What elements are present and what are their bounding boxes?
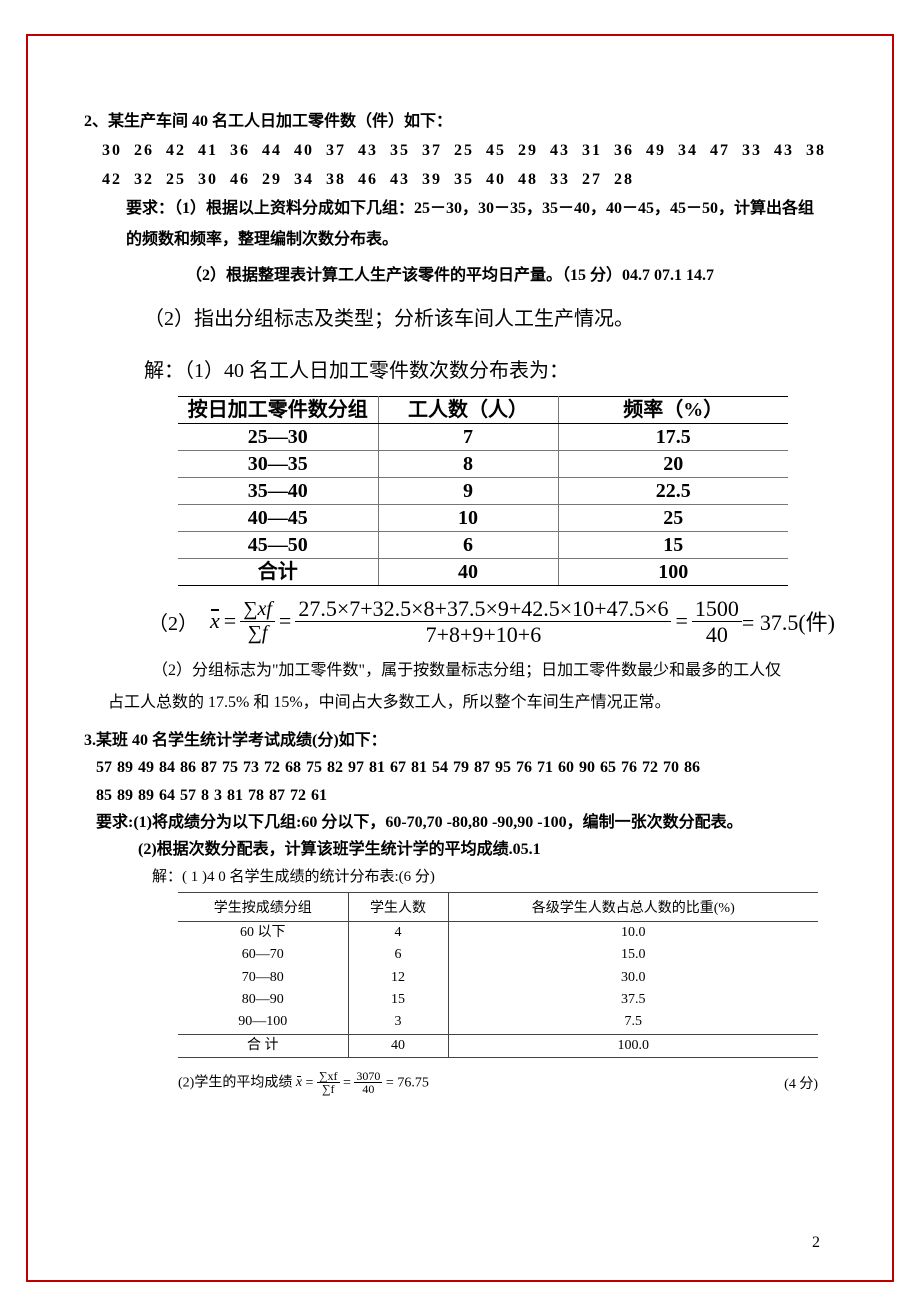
table-row: 70—801230.0: [178, 967, 818, 989]
q2-sub2: （2）指出分组标志及类型；分析该车间人工生产情况。: [84, 300, 836, 338]
q2-req1-l1: 要求：（1）根据以上资料分成如下几组：25－30，30－35，35－40，40－…: [84, 194, 836, 224]
table-row: 45—50615: [178, 531, 788, 558]
q2-req1-l2: 的频数和频率，整理编制次数分布表。: [84, 225, 836, 255]
page-number: 2: [812, 1234, 820, 1252]
xbar-symbol: x: [210, 608, 220, 634]
q2-solve-head: 解：（1）40 名工人日加工零件数次数分布表为：: [84, 352, 836, 390]
q3-th1: 学生按成绩分组: [178, 893, 348, 922]
table-row: 30—35820: [178, 450, 788, 477]
q2-table-header: 按日加工零件数分组 工人数（人） 频率（%）: [178, 396, 788, 423]
q2-data-line2: 42 32 25 30 46 29 34 38 46 43 39 35 40 4…: [84, 166, 836, 195]
q2-analysis-l2: 占工人总数的 17.5% 和 15%，中间占大多数工人，所以整个车间生产情况正常…: [84, 687, 836, 719]
q3-title: 3.某班 40 名学生统计学考试成绩(分)如下：: [84, 727, 836, 754]
table-row: 80—901537.5: [178, 989, 818, 1011]
q3-req2: (2)根据次数分配表，计算该班学生统计学的平均成绩.05.1: [84, 836, 836, 863]
q3-solve: 解：( 1 )4 0 名学生成绩的统计分布表:(6 分): [84, 865, 836, 886]
q3-table-header: 学生按成绩分组 学生人数 各级学生人数占总人数的比重(%): [178, 893, 818, 922]
q3-formula-left: (2)学生的平均成绩 x = ∑xf∑f = 307040 = 76.75: [178, 1070, 429, 1096]
q2-data-line1: 30 26 42 41 36 44 40 37 43 35 37 25 45 2…: [84, 137, 836, 166]
table-row: 60—70615.0: [178, 944, 818, 966]
q2-analysis-l1: （2）分组标志为"加工零件数"，属于按数量标志分组；日加工零件数最少和最多的工人…: [84, 655, 836, 687]
equals: =: [224, 608, 236, 634]
table-row: 60 以下410.0: [178, 922, 818, 945]
q2-formula-result: = 37.5(件): [742, 605, 835, 637]
table-row-sum: 合计40100: [178, 558, 788, 585]
q2-formula-label: （2）: [148, 607, 198, 636]
table-row-sum: 合 计40100.0: [178, 1034, 818, 1057]
q2-title: 2、某生产车间 40 名工人日加工零件数（件）如下：: [84, 108, 836, 137]
page-border: 2、某生产车间 40 名工人日加工零件数（件）如下： 30 26 42 41 3…: [26, 34, 894, 1282]
q3-formula: (2)学生的平均成绩 x = ∑xf∑f = 307040 = 76.75 (4…: [178, 1070, 818, 1096]
q2-table: 按日加工零件数分组 工人数（人） 频率（%） 25—30717.5 30—358…: [178, 396, 788, 586]
q3-table: 学生按成绩分组 学生人数 各级学生人数占总人数的比重(%) 60 以下410.0…: [178, 892, 818, 1058]
q3-th2: 学生人数: [348, 893, 448, 922]
frac-big: 27.5×7+32.5×8+37.5×9+42.5×10+47.5×6 7+8+…: [295, 596, 671, 648]
page: 2、某生产车间 40 名工人日加工零件数（件）如下： 30 26 42 41 3…: [0, 0, 920, 1302]
frac-sigma: ∑xf ∑f: [240, 598, 275, 645]
q3-req1: 要求:(1)将成绩分为以下几组:60 分以下，60-70,70 -80,80 -…: [84, 809, 836, 836]
q2-th3: 频率（%）: [558, 396, 788, 423]
q3-formula-points: (4 分): [784, 1073, 818, 1093]
q3-th3: 各级学生人数占总人数的比重(%): [448, 893, 818, 922]
table-row: 35—40922.5: [178, 477, 788, 504]
q3-data-l2: 85 89 89 64 57 8 3 81 78 87 72 61: [84, 782, 836, 809]
frac-small: 1500 40: [692, 596, 742, 648]
equals: =: [675, 608, 687, 634]
q2-th1: 按日加工零件数分组: [178, 396, 378, 423]
q2-th2: 工人数（人）: [378, 396, 558, 423]
q2-formula: （2） x = ∑xf ∑f = 27.5×7+32.5×8+37.5×9+42…: [148, 596, 836, 648]
equals: =: [279, 608, 291, 634]
table-row: 25—30717.5: [178, 423, 788, 450]
q3-data-l1: 57 89 49 84 86 87 75 73 72 68 75 82 97 8…: [84, 754, 836, 781]
table-row: 90—10037.5: [178, 1011, 818, 1034]
q2-req2: （2）根据整理表计算工人生产该零件的平均日产量。（15 分）04.7 07.1 …: [84, 261, 836, 291]
table-row: 40—451025: [178, 504, 788, 531]
